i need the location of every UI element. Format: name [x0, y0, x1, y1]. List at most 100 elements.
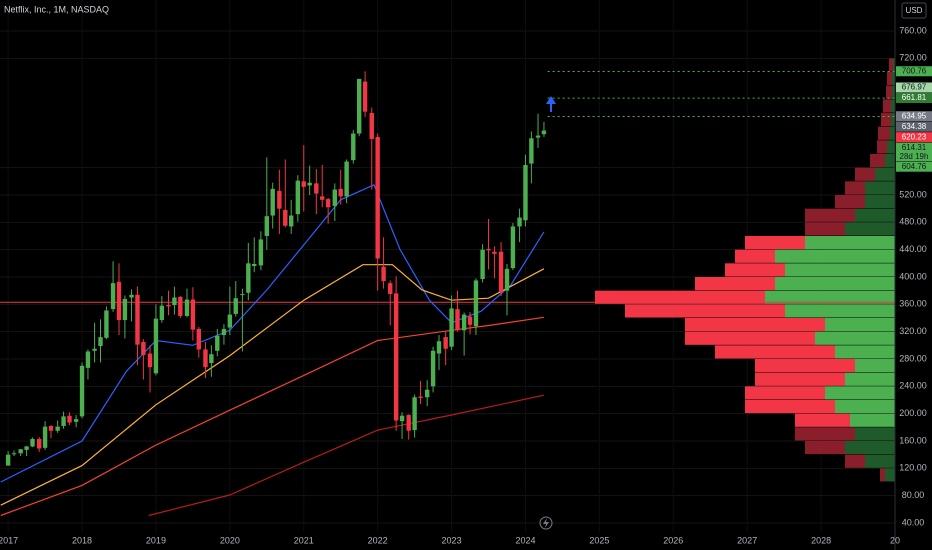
- price-tag: [896, 82, 932, 93]
- y-tick-label: 200.00: [899, 408, 927, 418]
- candle-body: [325, 199, 331, 208]
- profile-up: [875, 167, 895, 181]
- candle-body: [356, 78, 362, 134]
- y-tick-label: 320.00: [899, 326, 927, 336]
- y-tick-label: 240.00: [899, 381, 927, 391]
- profile-down: [755, 372, 845, 386]
- candle-body: [455, 309, 460, 331]
- price-tag-label: 661.81: [902, 93, 927, 102]
- profile-down: [881, 113, 891, 127]
- candle-body: [351, 133, 356, 161]
- profile-down: [625, 304, 785, 318]
- profile-down: [805, 208, 855, 222]
- candle-body: [264, 216, 270, 237]
- candle-body: [277, 190, 282, 209]
- x-tick-label: 2026: [663, 535, 683, 545]
- candle-body: [362, 81, 368, 112]
- profile-up: [825, 317, 895, 332]
- candle-body: [129, 294, 134, 298]
- candle-body: [147, 353, 153, 368]
- candle-body: [492, 251, 497, 254]
- x-tick-label: 2023: [442, 535, 462, 545]
- candle-body: [314, 183, 319, 194]
- candle-body: [307, 182, 312, 186]
- candle-body: [240, 294, 245, 296]
- y-tick-label: 480.00: [899, 217, 927, 227]
- candle-body: [288, 215, 294, 227]
- candle-body: [535, 135, 541, 138]
- event-icon[interactable]: [539, 516, 553, 530]
- price-tag-label: 604.76: [902, 162, 927, 171]
- profile-up: [865, 195, 895, 209]
- profile-down: [880, 468, 885, 482]
- profile-up: [855, 208, 895, 222]
- profile-up: [890, 126, 895, 140]
- candle-body: [11, 453, 17, 455]
- profile-down: [805, 440, 845, 455]
- currency-box[interactable]: [901, 2, 927, 19]
- candle-body: [295, 180, 301, 215]
- candle-body: [135, 294, 140, 345]
- profile-up: [835, 345, 895, 359]
- candle-body: [449, 308, 454, 347]
- candle-body: [48, 425, 54, 431]
- price-tag: [896, 142, 932, 162]
- candle-body: [399, 415, 405, 422]
- candle-body: [5, 454, 11, 466]
- candle-body: [73, 419, 79, 422]
- indicator-lines: [0, 183, 895, 517]
- candle-body: [166, 305, 171, 307]
- price-tag: [896, 66, 932, 77]
- price-tag: [896, 132, 932, 143]
- profile-down: [870, 154, 885, 168]
- candle-body: [424, 389, 430, 398]
- candle-body: [473, 280, 479, 327]
- profile-up: [891, 113, 895, 127]
- profile-up: [775, 249, 895, 263]
- profile-up: [785, 304, 895, 318]
- candle-body: [233, 298, 238, 314]
- y-tick-label: 760.00: [899, 25, 927, 35]
- profile-down: [755, 358, 855, 373]
- candle-body: [67, 415, 72, 423]
- profile-down: [595, 290, 765, 304]
- moving-average: [0, 264, 545, 506]
- price-tag: [896, 111, 932, 122]
- candle-body: [190, 299, 196, 330]
- profile-down: [685, 331, 815, 345]
- x-tick-label: 2019: [146, 535, 166, 545]
- y-tick-label: 440.00: [899, 244, 927, 254]
- x-tick-label: 2027: [737, 535, 757, 545]
- candle-body: [418, 396, 423, 398]
- currency[interactable]: USD: [906, 6, 923, 15]
- candle-body: [55, 426, 60, 431]
- candle-body: [344, 161, 349, 197]
- event-icon-bolt: [543, 518, 549, 528]
- candle-body: [153, 318, 159, 374]
- candle-body: [381, 266, 386, 282]
- candle-body: [221, 328, 227, 336]
- y-tick-label: 120.00: [899, 463, 927, 473]
- candle-body: [30, 438, 35, 447]
- profile-down: [889, 58, 893, 72]
- candle-body: [122, 298, 128, 321]
- candle-body: [92, 348, 97, 351]
- price-tag-label: 676.97: [902, 83, 927, 92]
- profile-up: [855, 358, 895, 373]
- candle-body: [79, 365, 85, 417]
- price-tag-label: 614.31: [902, 143, 927, 152]
- x-tick-label: 2018: [72, 535, 92, 545]
- candle-body: [412, 397, 417, 431]
- profile-up: [885, 154, 895, 168]
- candle-body: [461, 314, 467, 331]
- profile-down: [878, 126, 890, 140]
- profile-down: [805, 222, 845, 236]
- candle-body: [375, 136, 380, 259]
- candle-body: [332, 189, 337, 206]
- profile-up: [850, 413, 895, 427]
- profile-down: [715, 345, 835, 359]
- candle-body: [498, 251, 504, 293]
- y-tick-label: 40.00: [902, 517, 925, 527]
- candle-body: [85, 351, 91, 368]
